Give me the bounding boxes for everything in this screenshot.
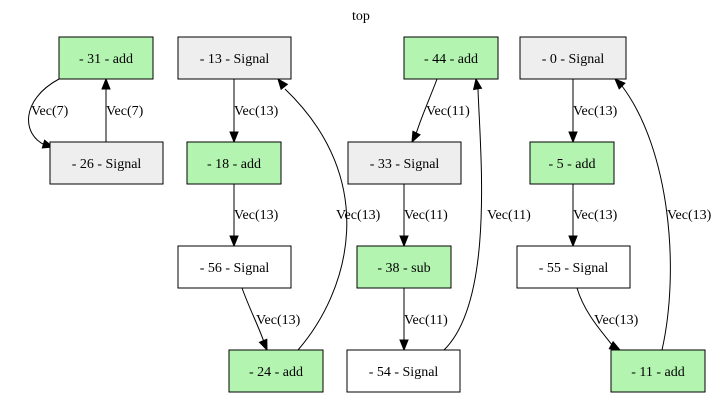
edge-label: Vec(13) bbox=[336, 208, 381, 223]
edge-label: Vec(13) bbox=[573, 208, 618, 223]
node-box bbox=[610, 349, 706, 393]
node-5: - 5 - add bbox=[529, 141, 615, 185]
edge-label: Vec(11) bbox=[404, 313, 448, 328]
node-box bbox=[49, 141, 164, 185]
edge-label: Vec(13) bbox=[573, 104, 618, 119]
edge-label: Vec(11) bbox=[404, 208, 448, 223]
arrowhead-icon bbox=[568, 235, 578, 248]
node-box bbox=[177, 36, 292, 80]
edge-n26-to-n31: Vec(7) bbox=[101, 77, 144, 142]
arrowhead-icon bbox=[411, 130, 421, 144]
node-label: - 5 - add bbox=[548, 157, 595, 172]
node-box bbox=[529, 141, 615, 185]
node-box bbox=[347, 141, 462, 185]
node-box bbox=[228, 349, 324, 393]
node-box bbox=[177, 245, 292, 289]
node-box bbox=[58, 36, 154, 80]
edge-label: Vec(13) bbox=[234, 208, 279, 223]
node-label: - 11 - add bbox=[631, 365, 685, 380]
node-label: - 56 - Signal bbox=[200, 261, 270, 276]
node-31: - 31 - add bbox=[58, 36, 154, 80]
edge-n11-to-n0: Vec(13) bbox=[614, 78, 712, 351]
edge-label: Vec(13) bbox=[234, 104, 279, 119]
node-56: - 56 - Signal bbox=[177, 245, 292, 289]
node-0: - 0 - Signal bbox=[519, 36, 627, 80]
edge-label: Vec(13) bbox=[594, 313, 639, 328]
node-label: - 26 - Signal bbox=[72, 157, 142, 172]
node-label: - 55 - Signal bbox=[539, 261, 609, 276]
node-label: - 38 - sub bbox=[377, 261, 430, 276]
edge-line bbox=[284, 88, 348, 351]
edge-n44-to-n33: Vec(11) bbox=[411, 78, 470, 144]
edge-n5-to-n55: Vec(13) bbox=[568, 184, 618, 248]
node-44: - 44 - add bbox=[403, 36, 499, 80]
edge-label: Vec(13) bbox=[256, 313, 301, 328]
node-box bbox=[519, 36, 627, 80]
node-55: - 55 - Signal bbox=[516, 245, 631, 289]
edge-n18-to-n56: Vec(13) bbox=[229, 184, 279, 248]
node-box bbox=[356, 245, 452, 289]
arrowhead-icon bbox=[399, 235, 409, 248]
edges-layer: Vec(7) Vec(7) Vec(13) Vec(13) Vec(13) Vec(13)… bbox=[28, 77, 712, 352]
edge-n56-to-n24: Vec(13) bbox=[241, 287, 301, 352]
node-33: - 33 - Signal bbox=[347, 141, 462, 185]
node-box bbox=[516, 245, 631, 289]
edge-label: Vec(11) bbox=[426, 104, 470, 119]
arrowhead-icon bbox=[608, 340, 622, 351]
node-label: - 24 - add bbox=[249, 365, 303, 380]
arrowhead-icon bbox=[229, 235, 239, 248]
node-label: - 33 - Signal bbox=[370, 157, 440, 172]
node-label: - 31 - add bbox=[79, 52, 133, 67]
arrowhead-icon bbox=[101, 77, 111, 90]
arrowhead-icon bbox=[258, 338, 268, 352]
node-box bbox=[346, 349, 461, 393]
node-24: - 24 - add bbox=[228, 349, 324, 393]
edge-n0-to-n5: Vec(13) bbox=[568, 79, 618, 144]
arrowhead-icon bbox=[229, 131, 239, 144]
edge-line bbox=[28, 78, 60, 146]
edge-n55-to-n11: Vec(13) bbox=[576, 287, 639, 351]
arrowhead-icon bbox=[568, 131, 578, 144]
arrowhead-icon bbox=[472, 77, 483, 91]
edge-line bbox=[621, 85, 671, 351]
arrowhead-icon bbox=[277, 77, 289, 91]
node-label: - 44 - add bbox=[424, 52, 478, 67]
edge-label: Vec(7) bbox=[31, 104, 69, 119]
node-54: - 54 - Signal bbox=[346, 349, 461, 393]
node-13: - 13 - Signal bbox=[177, 36, 292, 80]
node-label: - 18 - add bbox=[207, 157, 261, 172]
edge-n31-to-n26: Vec(7) bbox=[28, 78, 69, 149]
node-11: - 11 - add bbox=[610, 349, 706, 393]
nodes-layer: - 31 - add - 26 - Signal - 13 - Signal - 18… bbox=[49, 36, 706, 393]
edge-label: Vec(13) bbox=[667, 208, 712, 223]
node-box bbox=[403, 36, 499, 80]
node-38: - 38 - sub bbox=[356, 245, 452, 289]
arrowhead-icon bbox=[614, 78, 626, 90]
node-label: - 54 - Signal bbox=[369, 365, 439, 380]
edge-n13-to-n18: Vec(13) bbox=[229, 79, 279, 144]
edge-n33-to-n38: Vec(11) bbox=[399, 184, 448, 248]
node-box bbox=[186, 141, 282, 185]
edge-label: Vec(7) bbox=[106, 104, 144, 119]
arrowhead-icon bbox=[399, 339, 409, 352]
edge-label: Vec(11) bbox=[487, 208, 531, 223]
edge-n24-to-n13: Vec(13) bbox=[277, 77, 381, 351]
node-label: - 0 - Signal bbox=[542, 52, 605, 67]
node-18: - 18 - add bbox=[186, 141, 282, 185]
node-label: - 13 - Signal bbox=[200, 52, 270, 67]
graph-title: top bbox=[352, 9, 370, 24]
node-26: - 26 - Signal bbox=[49, 141, 164, 185]
edge-n54-to-n44: Vec(11) bbox=[443, 77, 531, 351]
edge-n38-to-n54: Vec(11) bbox=[399, 288, 448, 352]
edge-line bbox=[443, 88, 483, 351]
edge-line bbox=[241, 287, 265, 343]
edge-line bbox=[415, 78, 438, 135]
edge-line bbox=[576, 287, 613, 346]
